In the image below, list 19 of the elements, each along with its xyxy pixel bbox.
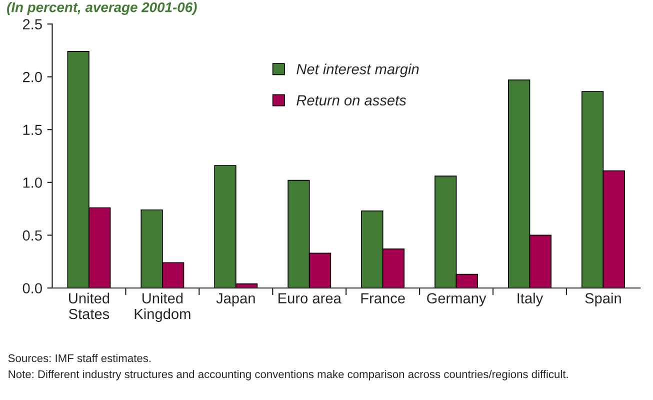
y-tick-label: 1.0 (23, 178, 42, 188)
x-tick-label: France (361, 293, 405, 304)
legend-label: Return on assets (296, 95, 406, 106)
x-tick-label: United Kingdom (134, 292, 190, 322)
text: Note: Different industry structures and accounting conventions make comparison across countries/regions difficult. (8, 370, 568, 380)
source-note: Sources: IMF staff estimates. (8, 354, 150, 362)
y-tick-label: 0.5 (22, 230, 42, 241)
y-tick-label: 0.0 (22, 283, 42, 294)
chart-subtitle: (In percent, average 2001-06) (7, 2, 197, 15)
x-tick-label: Italy (518, 292, 544, 306)
y-tick-label: 2.5 (22, 19, 42, 30)
x-tick-label: Germany (427, 293, 486, 306)
y-tick-label: 1.5 (23, 124, 42, 136)
legend-label: Net interest margin (296, 64, 419, 78)
x-tick-label: Japan (216, 293, 255, 306)
x-tick-label: United States (68, 292, 110, 320)
x-tick-label: Euro area (278, 293, 342, 304)
y-tick-label: 2.0 (22, 72, 42, 82)
x-tick-label: Spain (585, 292, 621, 306)
